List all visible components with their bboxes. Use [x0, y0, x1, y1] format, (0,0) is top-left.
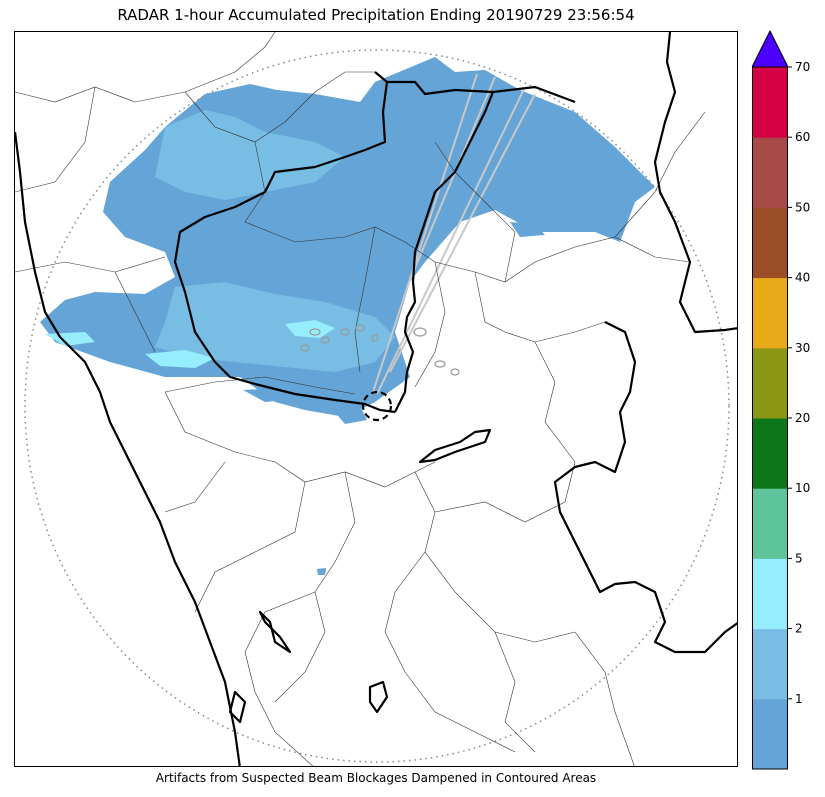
- colorbar-bin: [752, 698, 788, 770]
- precipitation-layer: [40, 57, 655, 575]
- radar-range-ring: [24, 49, 730, 763]
- colorbar-tick-label: 40: [795, 271, 810, 285]
- radar-map-canvas: [15, 32, 737, 766]
- colorbar-bin: [752, 277, 788, 349]
- colorbar-tick-label: 50: [795, 200, 810, 214]
- colorbar-bin: [752, 418, 788, 489]
- colorbar-graphic: 1 2 5 10 20 30 40 50 60 70: [751, 29, 810, 770]
- colorbar-bin: [752, 137, 788, 208]
- colorbar-bin: [752, 558, 788, 630]
- map-title: RADAR 1-hour Accumulated Precipitation E…: [117, 6, 635, 24]
- beam-blockage-lines: [372, 73, 536, 395]
- colorbar-bin: [752, 67, 788, 138]
- precip-area-light: [333, 406, 367, 424]
- precipitation-colorbar: 1 2 5 10 20 30 40 50 60 70: [751, 29, 822, 771]
- colorbar-tick-label: 1: [795, 692, 803, 706]
- colorbar-bin: [752, 488, 788, 559]
- colorbar-tick-label: 30: [795, 341, 810, 355]
- colorbar-extend-arrow: [751, 29, 789, 68]
- radar-map[interactable]: [14, 31, 738, 767]
- precip-area-cyan: [45, 332, 95, 346]
- precip-area-cyan: [145, 350, 215, 368]
- colorbar-tick-label: 5: [795, 551, 803, 565]
- colorbar-tick-label: 20: [795, 411, 810, 425]
- colorbar-tick-label: 70: [795, 60, 810, 74]
- colorbar-tick-label: 2: [795, 622, 803, 636]
- precip-area-cyan: [285, 320, 335, 338]
- colorbar-bin: [752, 207, 788, 279]
- map-caption: Artifacts from Suspected Beam Blockages …: [155, 771, 597, 785]
- state-boundaries: [15, 32, 737, 766]
- beam-blockage-contours: [300, 324, 460, 376]
- precip-area-blue: [155, 110, 345, 200]
- colorbar-outline: [752, 66, 788, 770]
- colorbar-tick-label: 60: [795, 130, 810, 144]
- precip-area-blue: [155, 282, 395, 372]
- precip-area-light: [510, 222, 545, 237]
- precip-area-light: [317, 568, 326, 575]
- district-boundaries: [15, 32, 706, 766]
- colorbar-tick-label: 10: [795, 481, 810, 495]
- coastline: [15, 131, 241, 766]
- colorbar-bin: [752, 628, 788, 700]
- radar-site-marker: [361, 390, 393, 422]
- colorbar-bin: [752, 347, 788, 419]
